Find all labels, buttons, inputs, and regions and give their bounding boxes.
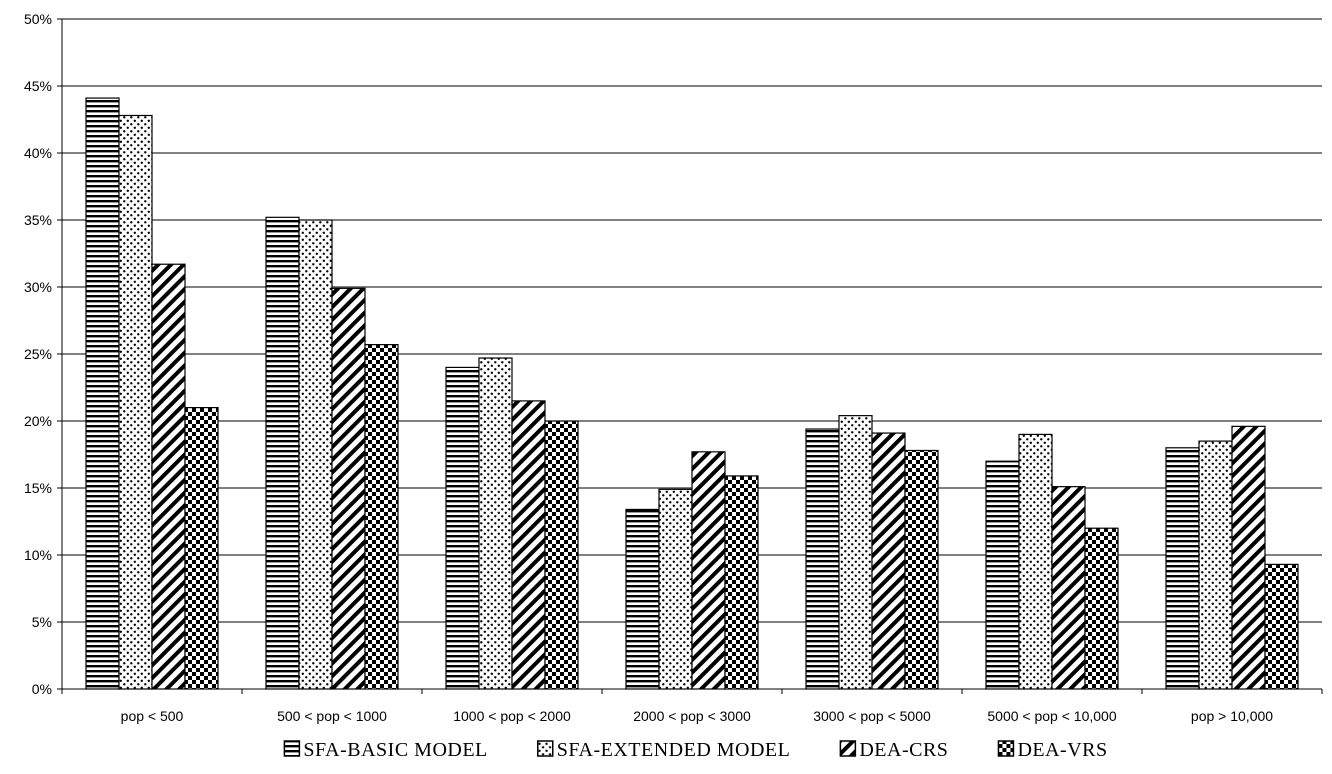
y-tick-label: 35% [24,212,52,228]
bars [85,97,1299,690]
bar-sfa-extended-model-3 [658,488,693,690]
bar-sfa-basic-model-5 [985,460,1020,690]
bar-dea-vrs-5 [1084,527,1119,690]
bar-sfa-basic-model-0 [85,97,120,690]
bar-sfa-extended-model-6 [1198,440,1233,690]
bar-sfa-extended-model-2 [478,357,513,690]
bar-sfa-basic-model-4 [805,428,840,690]
bar-dea-vrs-1 [364,344,399,690]
y-tick-label: 20% [24,413,52,429]
y-tick-label: 5% [32,614,52,630]
legend-item: DEA-CRS [839,739,948,761]
bar-sfa-extended-model-4 [838,415,873,690]
bar-dea-crs-2 [511,400,546,690]
bar-sfa-basic-model-6 [1165,447,1200,690]
legend-item: SFA-BASIC MODEL [283,739,487,761]
bar-dea-vrs-6 [1264,563,1299,690]
x-category-labels: pop < 500 500 < pop < 1000 1000 < pop < 20… [121,708,1274,724]
y-tick-label: 0% [32,681,52,697]
bar-dea-crs-4 [871,432,906,690]
y-tick-labels: 0% 5% 10% 15% 20% 25% 30% 35% 40% 45% 50% [24,11,52,697]
y-tick-label: 25% [24,346,52,362]
bar-dea-crs-0 [151,263,186,690]
legend-swatch [839,740,857,757]
bar-dea-vrs-0 [184,407,219,690]
bar-dea-crs-5 [1051,486,1086,690]
bar-dea-crs-1 [331,287,366,690]
y-tick-label: 30% [24,279,52,295]
bar-dea-crs-3 [691,451,726,690]
y-tick-label: 40% [24,145,52,161]
x-category-label: 1000 < pop < 2000 [453,708,571,724]
legend-label: SFA-EXTENDED MODEL [557,739,791,761]
x-category-label: 500 < pop < 1000 [277,708,387,724]
legend-swatch [537,740,554,757]
x-category-label: 5000 < pop < 10,000 [987,708,1116,724]
x-category-label: pop < 500 [121,708,184,724]
bar-sfa-extended-model-5 [1018,433,1053,690]
bar-dea-crs-6 [1231,425,1266,690]
bar-sfa-basic-model-2 [445,366,480,690]
legend-item: SFA-EXTENDED MODEL [537,739,791,761]
legend-swatch [997,740,1015,757]
legend: SFA-BASIC MODEL SFA-EXTENDED MODEL DEA-CRS… [283,739,1107,761]
axes [57,18,1323,694]
legend-swatch [283,740,301,757]
bar-dea-vrs-4 [904,449,939,690]
y-tick-label: 45% [24,78,52,94]
y-tick-label: 50% [24,11,52,27]
bar-dea-vrs-3 [724,475,759,690]
x-category-label: 2000 < pop < 3000 [633,708,751,724]
bar-sfa-basic-model-1 [265,216,300,690]
bar-sfa-basic-model-3 [625,508,660,690]
legend-label: DEA-VRS [1017,739,1107,761]
legend-item: DEA-VRS [997,739,1107,761]
x-category-label: pop > 10,000 [1191,708,1273,724]
y-tick-label: 10% [24,547,52,563]
legend-label: SFA-BASIC MODEL [303,739,487,761]
bar-sfa-extended-model-0 [118,114,153,690]
bar-dea-vrs-2 [544,420,579,690]
bar-sfa-extended-model-1 [298,219,333,690]
y-tick-label: 15% [24,480,52,496]
legend-label: DEA-CRS [859,739,948,761]
x-category-label: 3000 < pop < 5000 [813,708,931,724]
